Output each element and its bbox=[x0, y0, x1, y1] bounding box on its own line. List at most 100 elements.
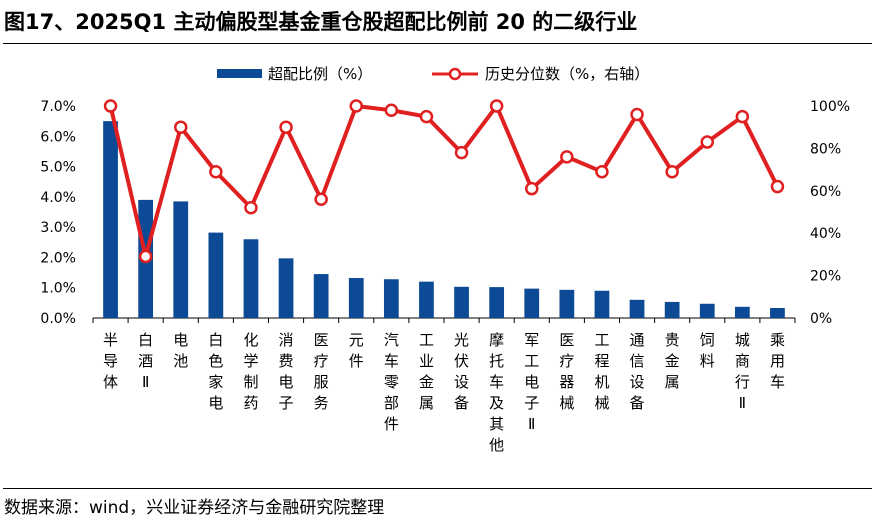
line-point bbox=[419, 109, 434, 124]
line-point bbox=[138, 249, 153, 264]
line-point bbox=[665, 164, 679, 179]
x-axis-labels: 半导体白酒Ⅱ电池白色家电化学制药消费电子医疗服务元件汽车零部件工业金属光伏设备摩… bbox=[103, 331, 785, 454]
left-axis-tick-label: 5.0% bbox=[40, 160, 76, 176]
x-axis-label: 元件 bbox=[349, 331, 364, 370]
bar bbox=[734, 306, 750, 318]
x-axis-label-char: 部 bbox=[384, 394, 399, 412]
x-axis-label-char: 机 bbox=[594, 373, 609, 391]
chart-title: 图17、2025Q1 主动偏股型基金重仓股超配比例前 20 的二级行业 bbox=[4, 10, 638, 34]
title-divider bbox=[3, 43, 872, 44]
x-axis-label-char: 医 bbox=[559, 331, 574, 349]
x-axis-label-char: 疗 bbox=[314, 352, 329, 370]
x-axis-label-char: 行 bbox=[735, 373, 750, 391]
x-axis-label-char: 医 bbox=[314, 331, 329, 349]
x-axis-label-char: 色 bbox=[208, 352, 223, 370]
x-axis-label: 电池 bbox=[173, 331, 188, 370]
x-axis-label-char: 贵 bbox=[665, 331, 680, 349]
line-point bbox=[525, 181, 539, 196]
bar bbox=[559, 289, 575, 318]
x-axis-label-char: 军 bbox=[524, 331, 539, 349]
x-axis-label-char: 费 bbox=[279, 352, 294, 370]
legend-line-label: 历史分位数（%，右轴） bbox=[485, 65, 649, 83]
bar bbox=[243, 239, 259, 318]
x-axis-label-char: 务 bbox=[314, 394, 329, 412]
line-point bbox=[103, 99, 118, 113]
x-axis-label-char: 池 bbox=[173, 352, 188, 370]
x-axis-label: 乘用车 bbox=[770, 331, 785, 391]
line-point bbox=[700, 135, 714, 149]
x-axis-label-char: 商 bbox=[735, 352, 750, 370]
x-axis-label-char: 汽 bbox=[384, 331, 399, 349]
x-axis-label: 城商行 Ⅱ bbox=[735, 331, 750, 412]
x-axis-label-char: 器 bbox=[559, 373, 574, 391]
x-axis-label: 饲料 bbox=[700, 331, 715, 370]
bar bbox=[173, 201, 189, 318]
line-point bbox=[209, 164, 223, 179]
bar bbox=[770, 308, 785, 318]
bar bbox=[348, 278, 364, 318]
x-axis-label-char: 零 bbox=[384, 373, 399, 391]
x-axis-label-char: 乘 bbox=[770, 331, 785, 349]
x-axis-label-char: 械 bbox=[594, 394, 609, 412]
left-axis-tick-label: 1.0% bbox=[40, 281, 76, 297]
x-axis-label-char: 导 bbox=[103, 352, 118, 370]
bar bbox=[278, 258, 294, 318]
x-axis-label-char: 电 bbox=[279, 373, 294, 391]
x-axis-label-char: 业 bbox=[419, 352, 434, 370]
left-axis-tick-label: 3.0% bbox=[40, 220, 76, 236]
line-point bbox=[174, 120, 188, 134]
x-axis-label-char: 工 bbox=[419, 331, 434, 349]
x-axis-label-char: 电 bbox=[208, 394, 223, 412]
x-axis-label-char: 饲 bbox=[700, 331, 715, 349]
x-axis-label-char: 设 bbox=[454, 373, 469, 391]
x-axis-label-char: 疗 bbox=[559, 352, 574, 370]
x-axis-label-char: 家 bbox=[208, 373, 223, 391]
line-point bbox=[735, 109, 750, 124]
x-axis-label-char: 酒 bbox=[138, 352, 153, 370]
x-axis-label-char: Ⅱ bbox=[142, 373, 149, 391]
x-axis-label-char: 托 bbox=[489, 352, 504, 370]
line-series bbox=[103, 99, 785, 264]
x-axis-label-char: 城 bbox=[735, 331, 750, 349]
x-axis-label-char: 料 bbox=[700, 352, 715, 370]
right-axis-tick-label: 20% bbox=[810, 269, 841, 285]
left-axis-tick-label: 6.0% bbox=[40, 129, 76, 145]
bar bbox=[208, 232, 224, 318]
x-axis-label-char: 化 bbox=[243, 331, 258, 349]
left-axis-tick-label: 4.0% bbox=[40, 190, 76, 206]
x-axis-label-char: 设 bbox=[630, 373, 645, 391]
x-axis-label-char: 子 bbox=[279, 394, 294, 412]
x-axis-label-char: 金 bbox=[419, 373, 434, 391]
x-axis-label-char: 药 bbox=[243, 394, 258, 412]
x-axis-label-char: 属 bbox=[419, 394, 434, 412]
bar bbox=[103, 121, 118, 319]
x-axis-label-char: 属 bbox=[665, 373, 680, 391]
bar bbox=[383, 279, 399, 318]
legend: 超配比例（%） 历史分位数（%，右轴） bbox=[217, 65, 649, 83]
line-point bbox=[489, 99, 504, 113]
line-point bbox=[560, 150, 574, 164]
x-axis-label-char: 白 bbox=[138, 331, 153, 349]
legend-line-marker bbox=[448, 67, 462, 81]
x-axis-label-char: 服 bbox=[314, 373, 329, 391]
x-axis-label-char: 通 bbox=[630, 331, 645, 349]
right-axis-tick-label: 0% bbox=[810, 311, 832, 327]
x-axis-label-char: 用 bbox=[770, 352, 785, 370]
x-axis-label-char: 备 bbox=[454, 394, 469, 412]
x-axis-label-char: 件 bbox=[349, 352, 364, 370]
x-axis-label-char: 工 bbox=[594, 331, 609, 349]
left-axis-tick-label: 0.0% bbox=[40, 311, 76, 327]
bar bbox=[594, 290, 610, 318]
line-path bbox=[108, 104, 780, 259]
x-axis-label-char: 车 bbox=[384, 352, 399, 370]
legend-bar-label: 超配比例（%） bbox=[268, 65, 372, 83]
left-axis-tick-label: 2.0% bbox=[40, 250, 76, 266]
bar bbox=[313, 274, 329, 318]
x-axis-label-char: 半 bbox=[103, 331, 118, 349]
